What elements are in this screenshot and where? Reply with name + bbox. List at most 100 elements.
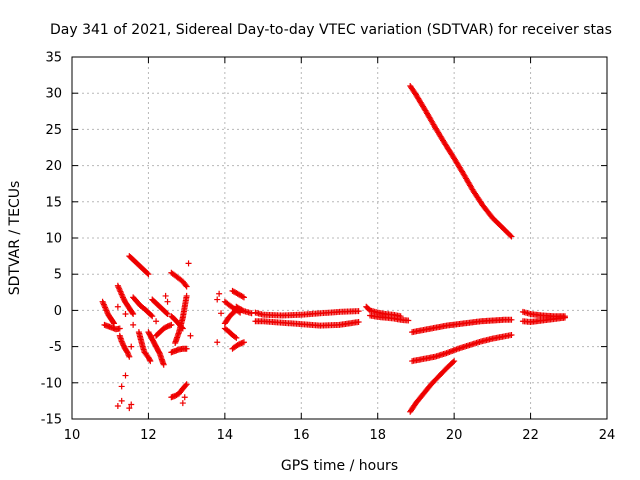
y-tick-label: 35 [45, 51, 62, 66]
axis-ticks: 10 12 14 16 18 20 22 24 -15 -10 -5 0 5 10 15 20 25 30 35 [41, 51, 616, 444]
y-tick-label: 30 [45, 87, 62, 102]
series-arc-g [135, 329, 154, 365]
data-point [451, 358, 458, 365]
data-point [153, 318, 160, 325]
data-point [168, 321, 175, 328]
series-band-mid-upper [252, 308, 362, 319]
series-arc-f [130, 294, 156, 320]
data-point [508, 316, 515, 323]
data-point [149, 313, 156, 320]
series-arc-high [407, 82, 515, 240]
series-band-18-lower [367, 312, 412, 324]
data-point [118, 338, 125, 345]
series-scatter-early [114, 260, 194, 412]
data-point [179, 400, 186, 407]
series-arc-i [149, 296, 171, 318]
y-tick-label: 5 [54, 268, 62, 283]
data-point [187, 332, 194, 339]
data-point [232, 333, 239, 340]
data-point [405, 317, 412, 324]
data-point [128, 401, 135, 408]
series-arc-a [99, 298, 118, 327]
data-point [126, 353, 133, 360]
data-point [182, 382, 189, 389]
series-arc-q [221, 307, 240, 327]
x-tick-label: 24 [599, 428, 616, 443]
y-tick-label: -10 [41, 376, 62, 391]
series-band-22-lower [519, 314, 568, 325]
y-tick-label: 25 [45, 123, 62, 138]
data-point [162, 292, 169, 299]
data-point [239, 293, 246, 300]
series-arc-r [221, 325, 240, 341]
series-arc-up-c [407, 358, 458, 415]
x-tick-label: 22 [522, 428, 539, 443]
series-arc-m [168, 345, 190, 356]
y-tick-label: 15 [45, 195, 62, 210]
series-arc-d [116, 332, 133, 360]
data-point [120, 342, 127, 349]
chart-title: Day 341 of 2021, Sidereal Day-to-day VTE… [50, 22, 612, 38]
data-point [216, 290, 223, 297]
data-point [156, 349, 163, 356]
data-point [355, 308, 362, 315]
data-point [164, 298, 171, 305]
data-point [164, 311, 171, 318]
x-tick-label: 20 [446, 428, 463, 443]
series-arc-j [153, 321, 175, 339]
data-point [114, 303, 121, 310]
data-point [183, 345, 190, 352]
data-point [183, 292, 190, 299]
data-point [232, 308, 239, 315]
data-point [111, 320, 118, 327]
data-marks [99, 82, 568, 415]
data-point [561, 314, 568, 321]
data-point [114, 402, 121, 409]
x-tick-label: 10 [64, 428, 81, 443]
series-arc-t [229, 287, 247, 301]
y-tick-label: -15 [41, 413, 62, 428]
data-point [355, 318, 362, 325]
y-tick-label: 20 [45, 159, 62, 174]
data-point [183, 381, 190, 388]
data-point [160, 361, 167, 368]
series-band-mid-lower [252, 318, 362, 329]
data-point [116, 325, 123, 332]
series-scatter-14 [214, 290, 225, 346]
series-arc-h [145, 329, 167, 368]
y-axis-label: SDTVAR / TECUs [7, 181, 23, 296]
data-point [130, 311, 137, 318]
data-point [240, 339, 247, 346]
data-point [129, 309, 136, 316]
y-tick-label: 10 [45, 232, 62, 247]
data-point [119, 341, 126, 348]
data-point [146, 356, 153, 363]
data-point [214, 339, 221, 346]
data-point [508, 233, 515, 240]
series-arc-up-a [409, 316, 515, 336]
data-point [233, 334, 240, 341]
data-point [110, 319, 117, 326]
data-point [240, 294, 247, 301]
y-tick-label: -5 [49, 340, 62, 355]
x-axis-label: GPS time / hours [281, 458, 398, 474]
x-tick-label: 18 [369, 428, 386, 443]
series-arc-u [233, 303, 255, 317]
data-point [183, 283, 190, 290]
data-point [218, 310, 225, 317]
series-arc-up-b [409, 332, 515, 365]
data-point [119, 339, 126, 346]
data-point [144, 270, 151, 277]
data-point [130, 321, 137, 328]
y-tick-label: 0 [54, 304, 62, 319]
data-point [122, 311, 129, 318]
data-point [145, 271, 152, 278]
series-arc-s [229, 339, 247, 352]
data-point [163, 310, 170, 317]
data-point [122, 372, 129, 379]
data-point [185, 260, 192, 267]
series-arc-n [168, 381, 190, 401]
series-arc-k [168, 269, 190, 290]
data-point [148, 312, 155, 319]
data-point [181, 394, 188, 401]
